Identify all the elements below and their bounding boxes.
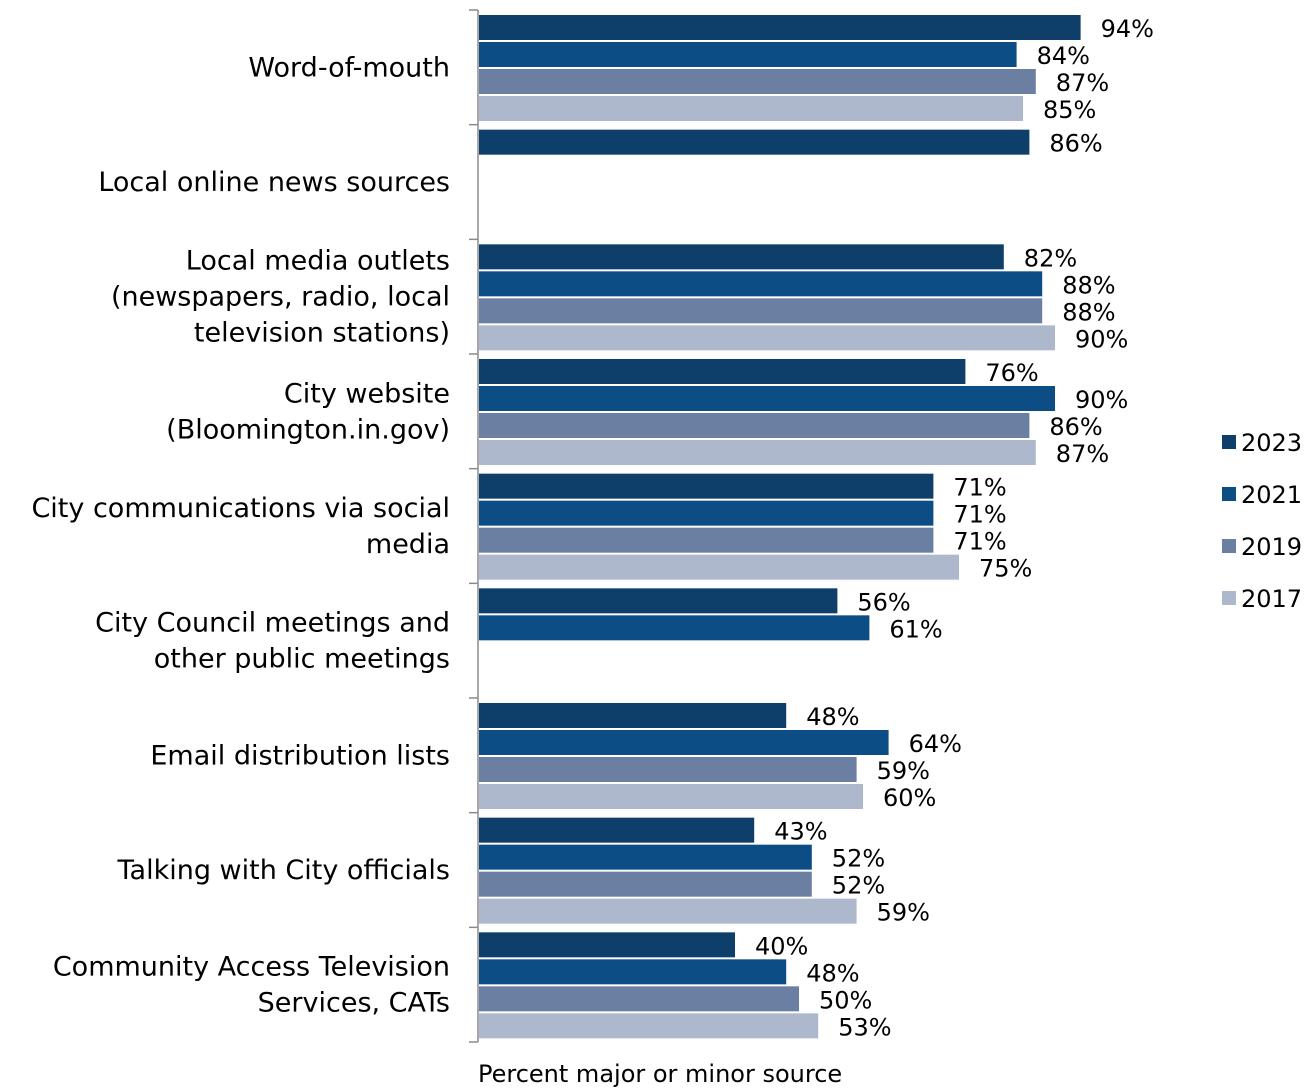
- data-label: 50%: [819, 986, 872, 1014]
- data-label: 71%: [953, 528, 1006, 556]
- data-label: 87%: [1056, 69, 1109, 97]
- category-label: Local online news sources: [98, 167, 450, 198]
- data-label: 71%: [953, 474, 1006, 502]
- data-label: 94%: [1101, 15, 1154, 43]
- category-label: Local media outlets (newspapers, radio, l…: [111, 246, 450, 349]
- bar-2021: [479, 615, 870, 641]
- category-label-line: (Bloomington.in.gov): [166, 414, 450, 445]
- legend-label: 2023: [1241, 429, 1302, 457]
- data-label: 87%: [1056, 440, 1109, 468]
- bar-2023: [479, 15, 1081, 40]
- data-label: 52%: [832, 872, 885, 900]
- bar-2023: [479, 129, 1030, 155]
- category-label: Email distribution lists: [150, 740, 450, 771]
- category-label-line: Word-of-mouth: [248, 52, 450, 83]
- bar-2019: [479, 527, 934, 553]
- data-label: 59%: [877, 899, 930, 927]
- data-label: 56%: [857, 588, 910, 616]
- category-label-line: television stations): [194, 318, 450, 349]
- bar-2023: [479, 817, 755, 843]
- data-label: 84%: [1037, 42, 1090, 70]
- category-label-line: media: [366, 529, 450, 560]
- category-label-line: other public meetings: [154, 644, 450, 675]
- data-label: 88%: [1062, 271, 1115, 299]
- data-label: 71%: [953, 501, 1006, 529]
- data-label: 61%: [889, 615, 942, 643]
- category-label-line: Talking with City officials: [117, 855, 451, 886]
- bar-2019: [479, 298, 1043, 324]
- data-label: 59%: [877, 757, 930, 785]
- legend-swatch-2019: [1222, 539, 1236, 553]
- data-label: 76%: [985, 359, 1038, 387]
- bar-2019: [479, 69, 1036, 94]
- legend-swatch-2021: [1222, 487, 1236, 501]
- category-label-line: Services, CATs: [258, 988, 450, 1019]
- data-label: 43%: [774, 818, 827, 846]
- legend-swatch-2023: [1222, 435, 1236, 449]
- category-label-line: Email distribution lists: [150, 740, 450, 771]
- category-label: City communications via social media: [31, 493, 450, 560]
- legend-swatch-2017: [1222, 591, 1236, 605]
- data-label: 60%: [883, 784, 936, 812]
- data-label: 40%: [755, 932, 808, 960]
- bar-2021: [479, 730, 889, 755]
- data-label: 86%: [1049, 413, 1102, 441]
- bar-2021: [479, 42, 1017, 67]
- category-label-line: Community Access Television: [53, 952, 450, 983]
- category-label: City Council meetings and other public me…: [95, 608, 450, 675]
- category-label-line: Local online news sources: [98, 167, 450, 198]
- data-label: 90%: [1075, 386, 1128, 414]
- category-label-line: Local media outlets: [186, 246, 450, 277]
- category-label-line: City communications via social: [31, 493, 450, 524]
- data-label: 53%: [838, 1013, 891, 1041]
- bar-2019: [479, 986, 799, 1012]
- bar-2017: [479, 898, 857, 924]
- bar-2019: [479, 871, 812, 897]
- x-axis-title: Percent major or minor source: [478, 1060, 843, 1088]
- data-label: 90%: [1075, 325, 1128, 353]
- bar-2021: [479, 271, 1043, 297]
- legend-label: 2021: [1241, 481, 1302, 509]
- data-label: 85%: [1043, 96, 1096, 124]
- bar-2019: [479, 413, 1030, 438]
- bar-2021: [479, 500, 934, 526]
- data-label: 82%: [1024, 244, 1077, 272]
- bar-2021: [479, 386, 1055, 411]
- bar-2017: [479, 440, 1036, 465]
- category-label-line: City website: [284, 378, 450, 409]
- bar-2023: [479, 932, 735, 958]
- data-label: 48%: [806, 959, 859, 987]
- category-label: Word-of-mouth: [248, 52, 450, 83]
- data-label: 88%: [1062, 298, 1115, 326]
- legend-label: 2017: [1241, 585, 1302, 613]
- category-label: Talking with City officials: [117, 855, 451, 886]
- data-label: 75%: [979, 555, 1032, 583]
- category-label: Community Access Television Services, CAT…: [53, 952, 450, 1019]
- category-label: City website (Bloomington.in.gov): [166, 378, 450, 445]
- bar-2023: [479, 588, 838, 614]
- bar-2017: [479, 96, 1023, 121]
- data-label: 86%: [1049, 130, 1102, 158]
- bar-2017: [479, 1013, 819, 1039]
- bar-2021: [479, 844, 812, 870]
- bar-2017: [479, 554, 959, 580]
- bar-2017: [479, 325, 1055, 351]
- bar-2023: [479, 703, 787, 728]
- legend-label: 2019: [1241, 533, 1302, 561]
- bar-2023: [479, 473, 934, 499]
- bar-2023: [479, 244, 1004, 270]
- data-label: 48%: [806, 703, 859, 731]
- bar-2019: [479, 757, 857, 782]
- bar-2021: [479, 959, 787, 985]
- category-label-line: City Council meetings and: [95, 608, 450, 639]
- data-label: 52%: [832, 845, 885, 873]
- category-label-line: (newspapers, radio, local: [111, 282, 450, 313]
- data-label: 64%: [909, 730, 962, 758]
- bar-2017: [479, 784, 863, 809]
- bar-2023: [479, 359, 966, 384]
